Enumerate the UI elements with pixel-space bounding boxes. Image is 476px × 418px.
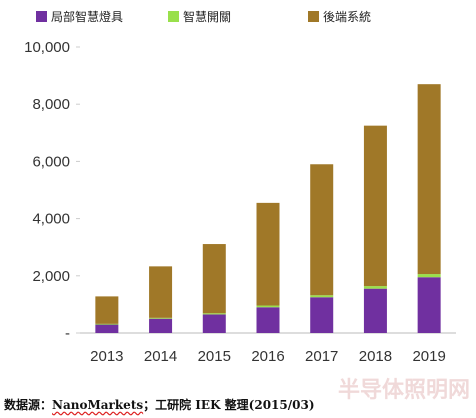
chart-bars xyxy=(95,84,441,333)
y-tick-label: 4,000 xyxy=(32,211,70,228)
y-tick-label: 8,000 xyxy=(32,96,70,113)
bar-segment-2015-0 xyxy=(202,314,226,333)
bar-segment-2016-2 xyxy=(256,202,280,306)
x-tick-label: 2017 xyxy=(305,348,338,365)
x-axis-tick-labels: 2013 2014 2015 2016 2017 2018 2019 xyxy=(90,348,446,365)
source-rest: ；工研院 IEK 整理(2015/03) xyxy=(143,398,315,412)
y-tick-label: 10,000 xyxy=(24,39,70,56)
source-note: 数据源：NanoMarkets；工研院 IEK 整理(2015/03) xyxy=(4,396,315,413)
bar-segment-2014-2 xyxy=(149,266,173,318)
source-label: 数据源： xyxy=(4,398,53,412)
y-tick-label: 2,000 xyxy=(32,268,70,285)
bar-segment-2019-0 xyxy=(417,277,441,333)
legend-swatch-purple xyxy=(36,11,47,22)
bar-segment-2016-1 xyxy=(256,305,280,308)
x-tick-label: 2019 xyxy=(412,348,445,365)
x-tick-label: 2013 xyxy=(90,348,123,365)
bar-segment-2015-1 xyxy=(202,313,226,315)
x-tick-label: 2014 xyxy=(144,348,177,365)
legend-item-backend-system: 後端系統 xyxy=(308,8,371,25)
legend-swatch-brown xyxy=(308,11,319,22)
bar-segment-2018-0 xyxy=(363,288,387,333)
legend-item-smart-switch: 智慧開關 xyxy=(168,8,231,25)
watermark: 半导体照明网 xyxy=(337,378,470,403)
bar-segment-2017-0 xyxy=(310,297,334,333)
bar-segment-2019-2 xyxy=(417,84,441,275)
bar-segment-2013-0 xyxy=(95,324,119,333)
x-tick-label: 2015 xyxy=(198,348,231,365)
bar-segment-2013-2 xyxy=(95,296,119,324)
legend-item-local-lamps: 局部智慧燈具 xyxy=(36,8,123,25)
bar-segment-2019-1 xyxy=(417,274,441,278)
bar-segment-2014-0 xyxy=(149,318,173,333)
bar-segment-2013-1 xyxy=(95,323,119,325)
legend-swatch-green xyxy=(168,11,179,22)
legend-label: 智慧開關 xyxy=(183,10,232,24)
bar-segment-2016-0 xyxy=(256,307,280,333)
legend: 局部智慧燈具 智慧開關 後端系統 xyxy=(30,8,466,26)
legend-label: 局部智慧燈具 xyxy=(51,10,124,24)
bar-segment-2014-1 xyxy=(149,317,173,319)
x-tick-label: 2018 xyxy=(359,348,392,365)
legend-label: 後端系統 xyxy=(323,10,372,24)
bar-segment-2017-2 xyxy=(310,164,334,296)
bar-segment-2017-1 xyxy=(310,295,334,298)
y-tick-label: 6,000 xyxy=(32,153,70,170)
y-axis-tick-labels: - 2,000 4,000 6,000 8,000 10,000 xyxy=(24,39,70,342)
source-name: NanoMarkets xyxy=(52,398,144,412)
bar-segment-2015-2 xyxy=(202,244,226,314)
y-tick-label: - xyxy=(65,325,70,342)
x-tick-label: 2016 xyxy=(251,348,284,365)
bar-segment-2018-1 xyxy=(363,286,387,289)
bar-segment-2018-2 xyxy=(363,125,387,287)
